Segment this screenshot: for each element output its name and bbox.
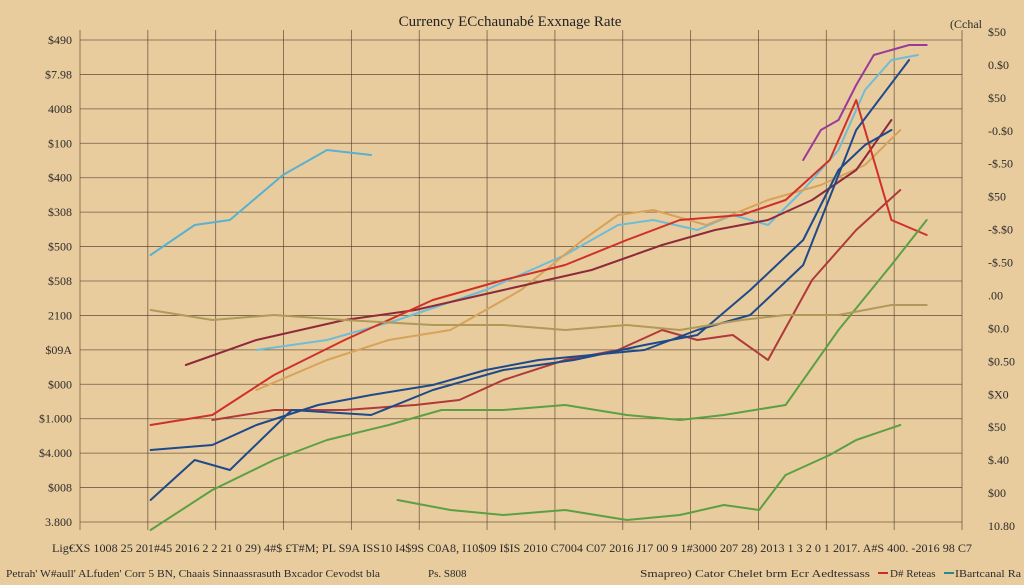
chart-title: Currency ECchaunabé Exxnage Rate xyxy=(399,14,622,30)
y-left-tick-label: $490 xyxy=(48,33,72,47)
series-line-5 xyxy=(211,189,902,421)
y-right-tick-label: $0.50 xyxy=(988,354,1015,368)
y-left-tick-label: $000 xyxy=(48,377,72,391)
x-axis-label: Lig€XS 1008 25 201#45 2016 2 2 21 0 29) … xyxy=(52,541,972,555)
y-right-tick-label: $00 xyxy=(988,486,1006,500)
y-left-tick-label: 2100 xyxy=(48,308,72,322)
y-left-tick-label: $1.000 xyxy=(39,412,72,426)
y-left-tick-label: 3.800 xyxy=(45,515,72,529)
y-left-tick-label: $100 xyxy=(48,136,72,150)
y-left-tick-label: $09A xyxy=(45,343,72,357)
series-line-4 xyxy=(149,99,928,426)
footer-note: Ps. S808 xyxy=(428,568,467,580)
series-line-8 xyxy=(802,44,928,161)
y-left-tick-label: $508 xyxy=(48,274,72,288)
y-right-tick-label: -0.$0 xyxy=(988,124,1013,138)
footer-credit: Smapreo) Cator Chelet brm Ecr Aedtessass xyxy=(640,568,870,580)
corner-label: (Cchal xyxy=(950,17,983,31)
y-left-tick-label: $308 xyxy=(48,205,72,219)
y-left-tick-label: $500 xyxy=(48,240,72,254)
y-left-tick-label: $008 xyxy=(48,481,72,495)
y-right-tick-label: .00 xyxy=(988,288,1003,302)
series-line-11 xyxy=(149,304,928,331)
y-right-tick-label: -$.50 xyxy=(988,256,1013,270)
series-line-1 xyxy=(255,54,919,351)
y-right-tick-label: -$.$0 xyxy=(988,223,1013,237)
footer-source: Petrah' W#aull' ALfuden' Corr 5 BN, Chaa… xyxy=(6,568,380,580)
y-axis-right-ticks: $50 0.$0 $50 -0.$0 -$.50 $50 -$.$0 -$.50 .00 $0.0… xyxy=(988,25,1015,533)
y-right-tick-label: $50 xyxy=(988,25,1006,39)
y-left-tick-label: 4008 xyxy=(48,102,72,116)
series-line-9 xyxy=(149,219,928,531)
y-right-tick-label: $50 xyxy=(988,420,1006,434)
series-line-10 xyxy=(396,424,902,521)
y-right-tick-label: $.40 xyxy=(988,453,1009,467)
y-left-tick-label: $4.000 xyxy=(39,446,72,460)
y-right-tick-label: $50 xyxy=(988,91,1006,105)
series-line-6 xyxy=(149,59,911,451)
legend-label-red: D# Reteas xyxy=(890,568,936,580)
series-line-2 xyxy=(255,129,902,391)
y-left-tick-label: $400 xyxy=(48,171,72,185)
y-axis-left-ticks: $490 $7.98 4008 $100 $400 $308 $500 $508 2100 $09… xyxy=(39,33,72,529)
series-line-3 xyxy=(184,119,893,366)
footer: Petrah' W#aull' ALfuden' Corr 5 BN, Chaa… xyxy=(6,568,1021,580)
y-right-tick-label: 0.$0 xyxy=(988,58,1009,72)
series-line-0 xyxy=(149,149,373,256)
legend-label-teal: IBartcanal Ra xyxy=(955,568,1021,580)
series-lines xyxy=(149,44,928,531)
series-line-7 xyxy=(149,129,893,501)
y-right-tick-label: $50 xyxy=(988,190,1006,204)
y-left-tick-label: $7.98 xyxy=(45,67,72,81)
y-right-tick-label: -$.50 xyxy=(988,157,1013,171)
y-right-tick-label: 10.80 xyxy=(988,519,1015,533)
y-right-tick-label: $0.0 xyxy=(988,321,1009,335)
y-right-tick-label: $X0 xyxy=(988,387,1009,401)
